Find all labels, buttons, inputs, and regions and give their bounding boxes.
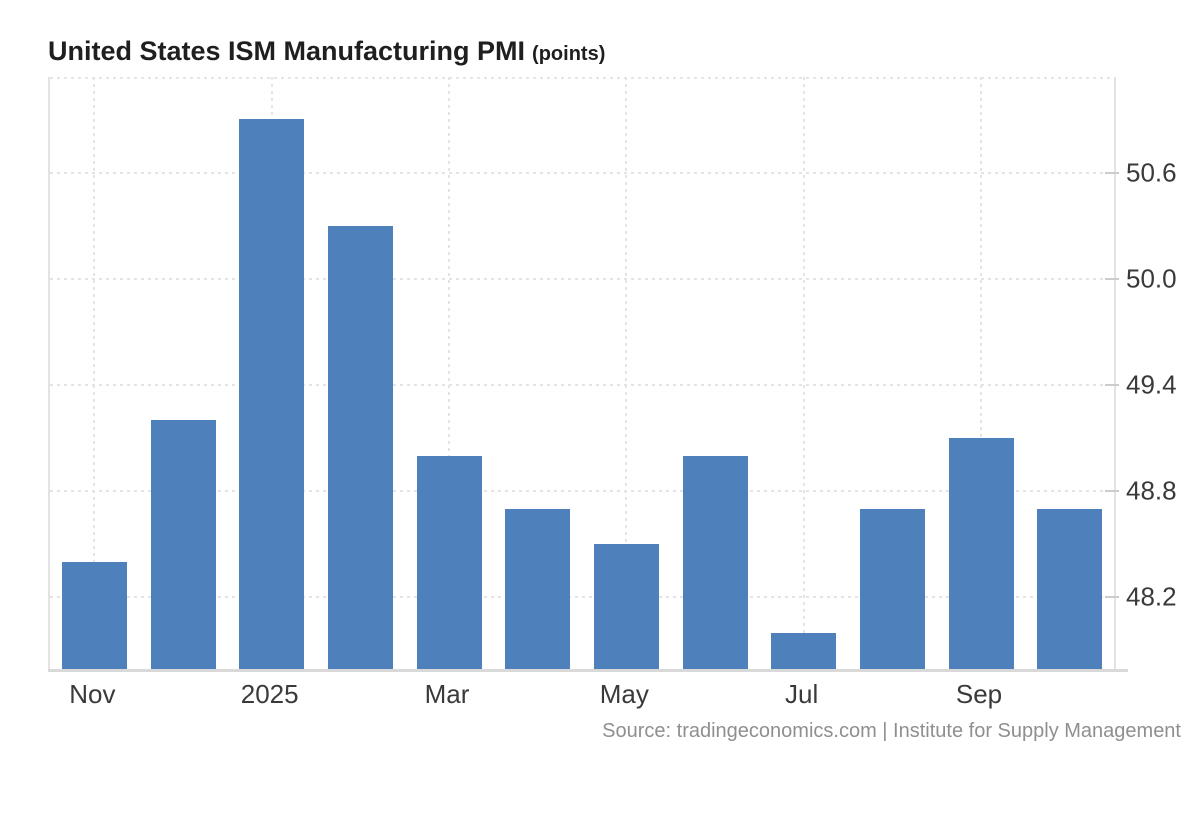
chart-title-text: United States ISM Manufacturing PMI <box>48 36 526 66</box>
bar-mar[interactable] <box>416 455 482 670</box>
x-gridline <box>802 77 805 670</box>
y-tick-mark <box>1105 384 1119 386</box>
y-tick-label: 48.2 <box>1126 581 1177 612</box>
x-gridline <box>93 77 96 670</box>
x-gridline <box>980 77 982 670</box>
y-gridline <box>50 171 1114 174</box>
y-tick-label: 48.8 <box>1126 475 1177 506</box>
x-tick-label: Sep <box>955 679 1003 709</box>
y-tick-mark <box>1105 171 1119 174</box>
y-tick-label: 50.0 <box>1126 263 1177 294</box>
chart-title: United States ISM Manufacturing PMI (poin… <box>48 36 605 67</box>
bar-feb[interactable] <box>327 225 393 670</box>
bar-oct[interactable] <box>1037 508 1103 670</box>
bar-sep[interactable] <box>948 438 1014 670</box>
x-gridline <box>625 77 628 670</box>
x-tick-label: Jul <box>785 679 819 709</box>
bar-nov[interactable] <box>61 562 127 670</box>
bar-apr[interactable] <box>505 508 571 670</box>
bar-jun[interactable] <box>682 455 748 670</box>
y-tick-mark <box>1105 490 1119 493</box>
x-tick-label: Nov <box>69 679 116 709</box>
bar-dec[interactable] <box>150 420 216 670</box>
plot-top-border <box>50 77 1114 79</box>
chart-unit-label: (points) <box>532 43 606 65</box>
source-attribution: Source: tradingeconomics.com | Institute… <box>602 720 1181 742</box>
bar-may[interactable] <box>593 544 659 670</box>
bar-jan[interactable] <box>239 119 305 670</box>
plot-area <box>48 77 1116 670</box>
y-tick-mark <box>1105 596 1119 599</box>
bar-jul[interactable] <box>771 632 837 670</box>
x-tick-label: 2025 <box>240 679 299 709</box>
y-tick-label: 50.6 <box>1126 157 1177 188</box>
y-tick-mark <box>1105 277 1119 280</box>
y-tick-label: 49.4 <box>1126 369 1177 400</box>
y-gridline <box>50 596 1114 599</box>
bar-aug[interactable] <box>859 508 925 670</box>
y-gridline <box>50 277 1114 280</box>
x-gridline <box>448 77 450 670</box>
x-axis-line <box>48 669 1128 672</box>
x-tick-label: May <box>599 679 649 709</box>
x-tick-label: Mar <box>424 679 470 709</box>
y-gridline <box>50 384 1114 386</box>
y-gridline <box>50 490 1114 493</box>
